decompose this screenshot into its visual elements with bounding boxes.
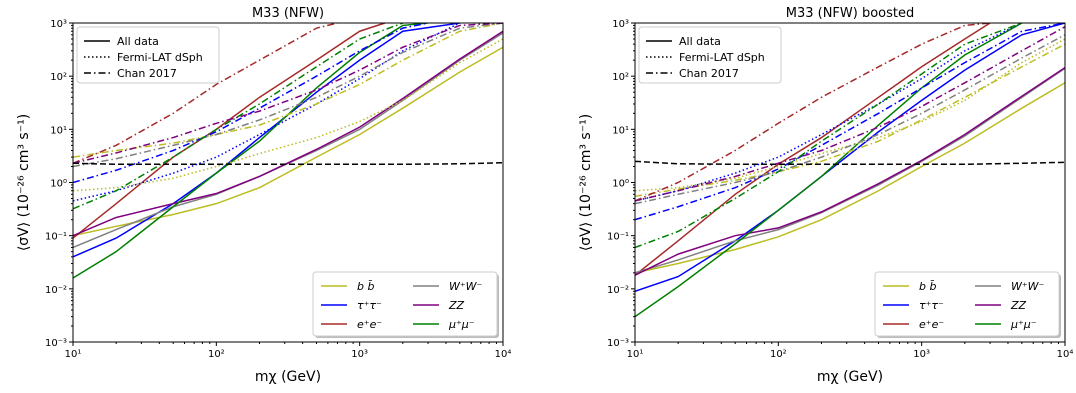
line-style-legend: All data Fermi-LAT dSph Chan 2017 <box>76 26 220 84</box>
y-tick-label: 10¹ <box>50 125 67 136</box>
series-line-solid-5 <box>635 23 1023 318</box>
legend-channel-label: μ⁺μ⁻ <box>1010 318 1037 331</box>
series-line-dashed-14 <box>635 160 1065 166</box>
y-tick-label: 10⁻¹ <box>45 232 67 243</box>
x-tick-label: 10⁴ <box>495 349 512 360</box>
y-tick-label: 10⁻² <box>607 285 629 296</box>
series-line-dashdot-9 <box>635 23 1065 221</box>
y-tick-label: 10⁻³ <box>607 338 629 349</box>
chart-panel-right: M33 (NFW) boosted 10¹ 10² 10³ 10⁴ 10⁻³ 10⁻² 10⁻… <box>578 6 1073 385</box>
series-line-dashdot-11 <box>635 34 1065 205</box>
series-line-solid-4 <box>73 30 503 237</box>
series-line-solid-1 <box>635 23 1065 292</box>
series-line-dotted-6 <box>73 38 503 192</box>
legend-box <box>312 271 498 337</box>
series-line-dashdot-12 <box>73 23 503 164</box>
series-line-dashdot-10 <box>635 23 991 202</box>
y-axis-label: ⟨σV⟩ (10⁻²⁶ cm³ s⁻¹) <box>578 114 594 251</box>
x-tick-label: 10³ <box>351 349 368 360</box>
series-line-dashdot-11 <box>73 23 503 168</box>
y-tick-label: 10⁰ <box>612 179 629 190</box>
y-tick-label: 10³ <box>612 19 629 30</box>
y-axis-label: ⟨σV⟩ (10⁻²⁶ cm³ s⁻¹) <box>16 114 32 251</box>
y-tick-label: 10² <box>612 72 629 83</box>
x-tick-label: 10² <box>208 349 225 360</box>
series-line-solid-5 <box>73 23 429 279</box>
legend-channel-label: b b̄ <box>919 280 936 293</box>
x-axis-label: mχ (GeV) <box>817 369 883 385</box>
legend-entry-label: All data <box>117 35 159 48</box>
x-tick-label: 10¹ <box>627 349 644 360</box>
y-tick-label: 10⁻¹ <box>607 232 629 243</box>
legend-channel-label: ZZ <box>448 299 465 312</box>
legend-entry-label: Fermi-LAT dSph <box>679 51 765 64</box>
legend-entry-label: All data <box>679 35 721 48</box>
series-line-solid-2 <box>635 23 991 276</box>
legend-entry-label: Fermi-LAT dSph <box>117 51 203 64</box>
legend-channel-label: τ⁺τ⁻ <box>919 299 944 312</box>
series-line-solid-0 <box>635 82 1065 274</box>
x-tick-label: 10² <box>770 349 787 360</box>
y-tick-label: 10³ <box>50 19 67 30</box>
x-tick-label: 10³ <box>913 349 930 360</box>
legend-entry-label: Chan 2017 <box>117 67 177 80</box>
legend-box <box>638 26 782 84</box>
series-line-dashdot-8 <box>73 23 503 158</box>
channel-legend: b b̄ τ⁺τ⁻ e⁺e⁻ W⁺W⁻ ZZ μ⁺μ⁻ <box>874 271 1061 338</box>
legend-entry-label: Chan 2017 <box>679 67 739 80</box>
series-line-solid-2 <box>73 23 386 239</box>
y-tick-label: 10¹ <box>612 125 629 136</box>
series-line-solid-3 <box>635 67 1065 274</box>
series-group <box>73 23 503 279</box>
series-line-solid-1 <box>73 23 460 258</box>
y-tick-label: 10⁻² <box>45 285 67 296</box>
series-line-dashdot-9 <box>73 23 429 184</box>
series-line-solid-4 <box>635 66 1065 276</box>
y-tick-label: 10² <box>50 72 67 83</box>
line-style-legend: All data Fermi-LAT dSph Chan 2017 <box>638 26 782 84</box>
legend-box <box>76 26 220 84</box>
series-line-dashdot-10 <box>73 23 338 164</box>
legend-channel-label: ZZ <box>1010 299 1027 312</box>
x-tick-label: 10¹ <box>65 349 82 360</box>
channel-legend: b b̄ τ⁺τ⁻ e⁺e⁻ W⁺W⁻ ZZ μ⁺μ⁻ <box>312 271 499 338</box>
legend-box <box>874 271 1060 337</box>
legend-channel-label: W⁺W⁻ <box>1011 280 1045 293</box>
legend-channel-label: τ⁺τ⁻ <box>357 299 382 312</box>
x-axis-label: mχ (GeV) <box>255 369 321 385</box>
legend-channel-label: W⁺W⁻ <box>449 280 483 293</box>
legend-channel-label: b b̄ <box>357 280 374 293</box>
series-line-dotted-7 <box>635 23 1023 202</box>
chart-title: M33 (NFW) boosted <box>786 6 915 21</box>
series-line-dotted-7 <box>73 23 461 202</box>
y-tick-label: 10⁰ <box>50 179 67 190</box>
legend-channel-label: μ⁺μ⁻ <box>448 318 475 331</box>
series-line-dashdot-13 <box>73 23 404 210</box>
legend-channel-label: e⁺e⁻ <box>919 318 944 331</box>
legend-channel-label: e⁺e⁻ <box>357 318 382 331</box>
chart-title: M33 (NFW) <box>252 6 324 21</box>
y-tick-label: 10⁻³ <box>45 338 67 349</box>
series-line-dashdot-8 <box>635 43 1065 198</box>
chart-panel-left: M33 (NFW) 10¹ 10² 10³ 10⁴ 10⁻³ 10⁻² 10⁻¹ 10⁰ 10¹ 1… <box>16 6 511 385</box>
series-group <box>635 23 1065 318</box>
series-line-dashdot-12 <box>635 26 1065 202</box>
x-tick-label: 10⁴ <box>1057 349 1074 360</box>
